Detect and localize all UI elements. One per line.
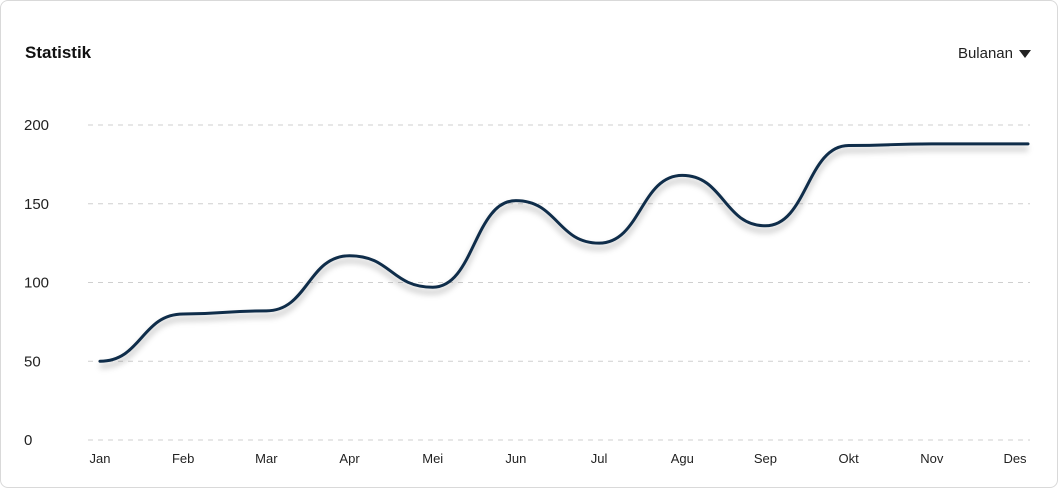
x-tick-label: Apr [339, 451, 360, 466]
y-tick-label: 50 [24, 353, 41, 370]
x-tick-label: Des [1003, 451, 1027, 466]
series-line [98, 142, 1030, 363]
series-line-shadow [99, 146, 1028, 369]
x-axis: Jan Feb Mar Apr Mei Jun Jul Agu Sep Okt Nov Des [90, 451, 1028, 466]
grid-lines [88, 124, 1030, 441]
y-tick-label: 0 [24, 432, 32, 449]
x-tick-label: Jan [90, 451, 111, 466]
card-title: Statistik [25, 43, 92, 62]
period-label: Bulanan [957, 44, 1013, 62]
series-layer [98, 142, 1030, 369]
x-tick-label: Mei [422, 451, 443, 466]
x-tick-label: Okt [839, 451, 860, 466]
x-tick-label: Mar [255, 451, 278, 466]
period-dropdown[interactable]: Bulanan [958, 41, 1031, 65]
y-tick-label: 100 [24, 275, 49, 292]
x-tick-label: Jul [591, 451, 608, 466]
y-tick-label: 200 [24, 117, 49, 134]
y-axis: 0 50 100 150 200 [24, 117, 49, 449]
x-tick-label: Feb [172, 451, 194, 466]
x-tick-label: Nov [920, 451, 944, 466]
x-tick-label: Agu [671, 451, 694, 466]
caret-down-icon [1019, 50, 1031, 58]
x-tick-label: Sep [754, 451, 777, 466]
x-tick-label: Jun [505, 451, 526, 466]
y-tick-label: 150 [24, 196, 49, 213]
